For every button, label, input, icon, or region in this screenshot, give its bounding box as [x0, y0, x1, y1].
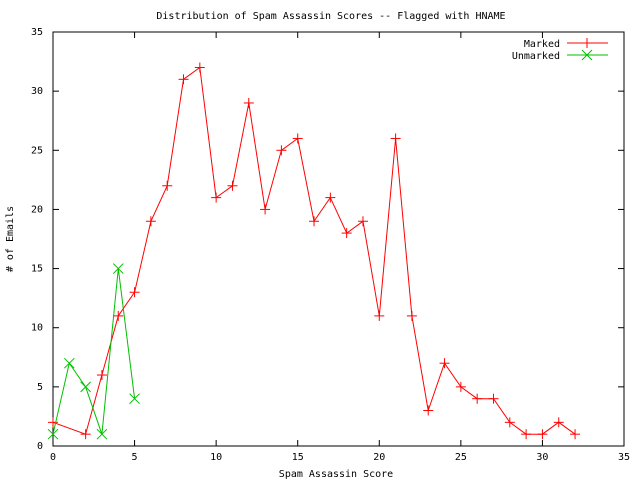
series-unmarked-point [63, 357, 75, 369]
series-unmarked-point [112, 263, 124, 274]
x-tick-label: 25 [455, 452, 467, 463]
series-marked-point [357, 216, 368, 227]
series-unmarked-point [129, 393, 140, 405]
y-tick-label: 25 [31, 145, 43, 156]
series-marked-point [129, 287, 140, 298]
y-tick-label: 10 [31, 323, 43, 334]
x-tick-label: 30 [536, 452, 548, 463]
legend-label: Unmarked [512, 51, 560, 62]
x-axis-label: Spam Assassin Score [279, 469, 393, 480]
series-layer [47, 62, 581, 440]
series-marked-point [211, 192, 222, 203]
series-marked-point [162, 180, 173, 191]
series-marked-point [48, 417, 58, 428]
series-marked-point [309, 216, 320, 227]
series-marked-point [423, 405, 434, 416]
series-marked-point [374, 310, 385, 321]
series-marked-point [260, 204, 271, 215]
x-tick-label: 10 [210, 452, 222, 463]
series-unmarked-point [96, 428, 108, 440]
series-marked-point [276, 145, 287, 156]
series-marked-point [145, 216, 156, 227]
series-unmarked-line [52, 268, 136, 435]
y-tick-label: 30 [31, 86, 43, 97]
series-marked-point [504, 417, 515, 428]
series-marked-point [455, 381, 466, 392]
legend-marker-unmarked [581, 49, 593, 61]
series-marked-point [80, 429, 91, 440]
series-marked-line [52, 66, 576, 435]
series-marked-point [227, 180, 238, 191]
x-axis: 0 5 10 15 20 25 30 35 [50, 32, 630, 463]
series-marked-point [521, 429, 532, 440]
series-marked-point [194, 62, 205, 73]
series-marked-point [96, 370, 107, 381]
series-marked-point [243, 97, 254, 108]
y-tick-label: 15 [31, 264, 43, 275]
series-marked-point [570, 429, 581, 440]
y-tick-label: 35 [31, 27, 43, 38]
x-tick-label: 5 [132, 452, 138, 463]
y-axis-label: # of Emails [5, 206, 16, 272]
y-axis: 0 5 10 15 20 25 30 35 [31, 27, 624, 452]
series-marked-point [113, 310, 124, 321]
series-marked-point [325, 192, 336, 203]
x-tick-label: 0 [50, 452, 56, 463]
legend-label: Marked [524, 39, 560, 50]
x-tick-label: 15 [292, 452, 304, 463]
series-marked-point [488, 393, 499, 404]
series-unmarked-point [80, 381, 91, 393]
series-marked-point [472, 393, 483, 404]
series-marked-point [439, 358, 450, 369]
series-unmarked-point [47, 428, 59, 440]
series-marked-point [390, 133, 401, 144]
x-tick-label: 20 [373, 452, 385, 463]
series-unmarked [47, 263, 140, 440]
series-marked [48, 62, 581, 440]
series-marked-point [553, 417, 564, 428]
x-tick-label: 35 [618, 452, 630, 463]
series-marked-point [341, 228, 352, 239]
plot-frame [52, 31, 625, 447]
chart-title: Distribution of Spam Assassin Scores -- … [156, 11, 505, 22]
legend-marker-marked [582, 38, 592, 48]
y-tick-label: 5 [37, 382, 43, 393]
series-marked-point [406, 310, 417, 321]
series-marked-point [178, 74, 189, 85]
y-tick-label: 0 [37, 441, 43, 452]
series-marked-point [537, 429, 548, 440]
y-tick-label: 20 [31, 204, 43, 215]
series-marked-point [292, 133, 303, 144]
